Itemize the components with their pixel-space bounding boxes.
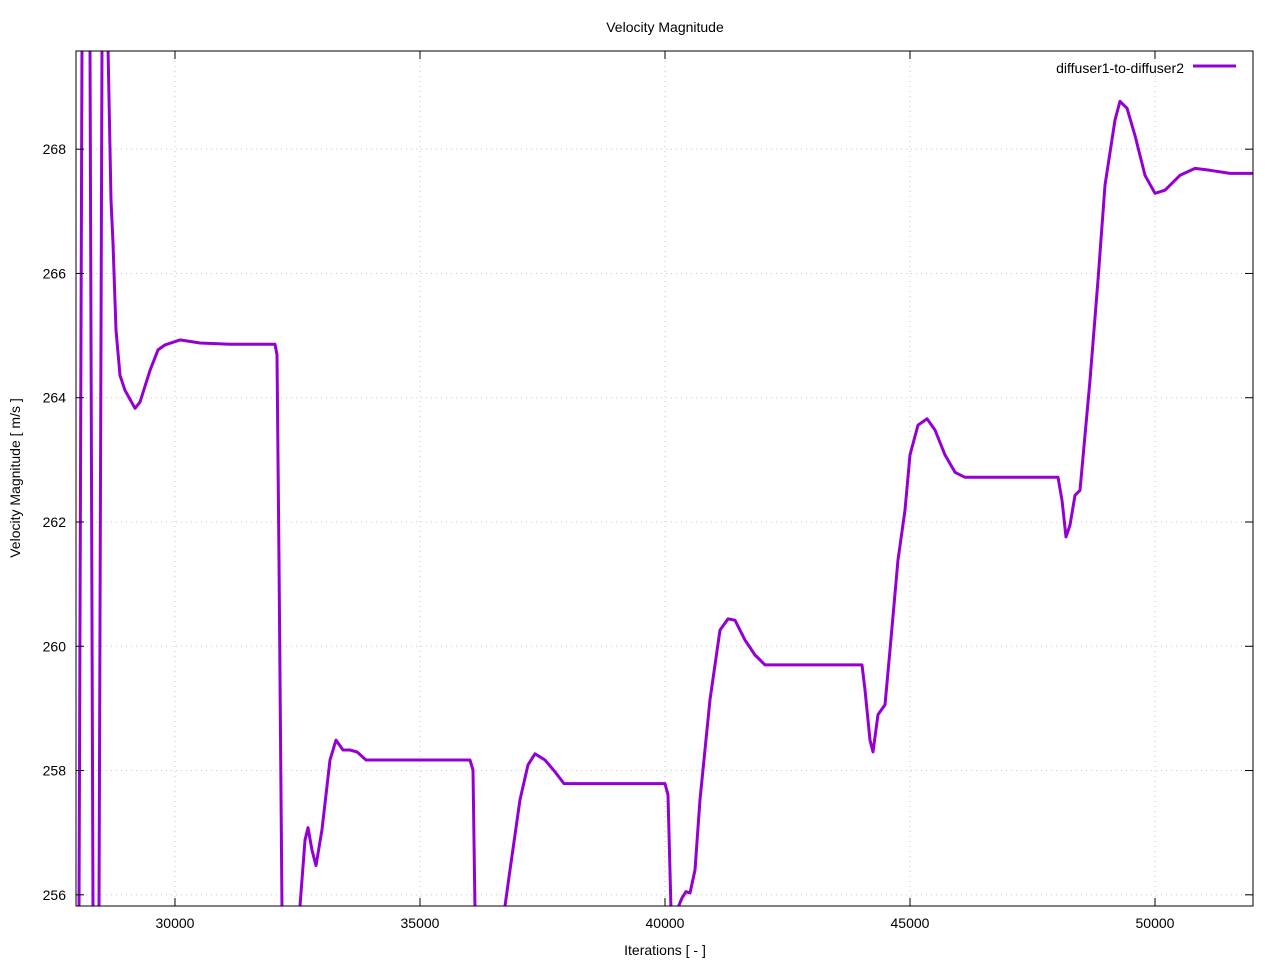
- x-axis-label: Iterations [ - ]: [624, 942, 706, 958]
- ticks: 30000 35000 40000 45000 50000 256 258 260 262 264…: [43, 51, 1253, 931]
- x-tick-label: 45000: [891, 915, 930, 931]
- legend-label: diffuser1-to-diffuser2: [1056, 60, 1184, 76]
- y-tick-label: 266: [43, 265, 67, 281]
- y-tick-label: 260: [43, 638, 67, 654]
- y-tick-label: 256: [43, 887, 67, 903]
- x-tick-label: 40000: [646, 915, 685, 931]
- y-tick-label: 258: [43, 763, 67, 779]
- x-tick-label: 30000: [156, 915, 195, 931]
- y-tick-label: 268: [43, 141, 67, 157]
- legend: diffuser1-to-diffuser2: [1056, 60, 1236, 76]
- y-axis-label: Velocity Magnitude [ m/s ]: [7, 398, 23, 558]
- grid: [76, 51, 1253, 906]
- series-line-diffuser1-to-diffuser2: [77, 51, 1253, 906]
- series-layer: [77, 51, 1253, 906]
- x-tick-label: 50000: [1136, 915, 1175, 931]
- plot-frame: [75, 50, 1254, 907]
- x-tick-label: 35000: [401, 915, 440, 931]
- y-tick-label: 264: [43, 390, 67, 406]
- chart-title: Velocity Magnitude: [606, 19, 724, 35]
- y-tick-label: 262: [43, 514, 67, 530]
